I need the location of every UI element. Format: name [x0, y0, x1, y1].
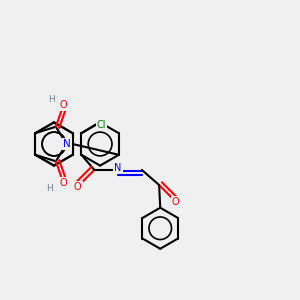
- Text: H: H: [46, 184, 53, 194]
- Text: O: O: [60, 178, 68, 188]
- Text: N: N: [114, 163, 122, 172]
- Text: O: O: [172, 197, 180, 207]
- Text: Cl: Cl: [97, 120, 106, 130]
- Text: O: O: [74, 182, 82, 191]
- Text: O: O: [60, 100, 68, 110]
- Text: N: N: [63, 139, 70, 149]
- Text: H: H: [48, 94, 55, 103]
